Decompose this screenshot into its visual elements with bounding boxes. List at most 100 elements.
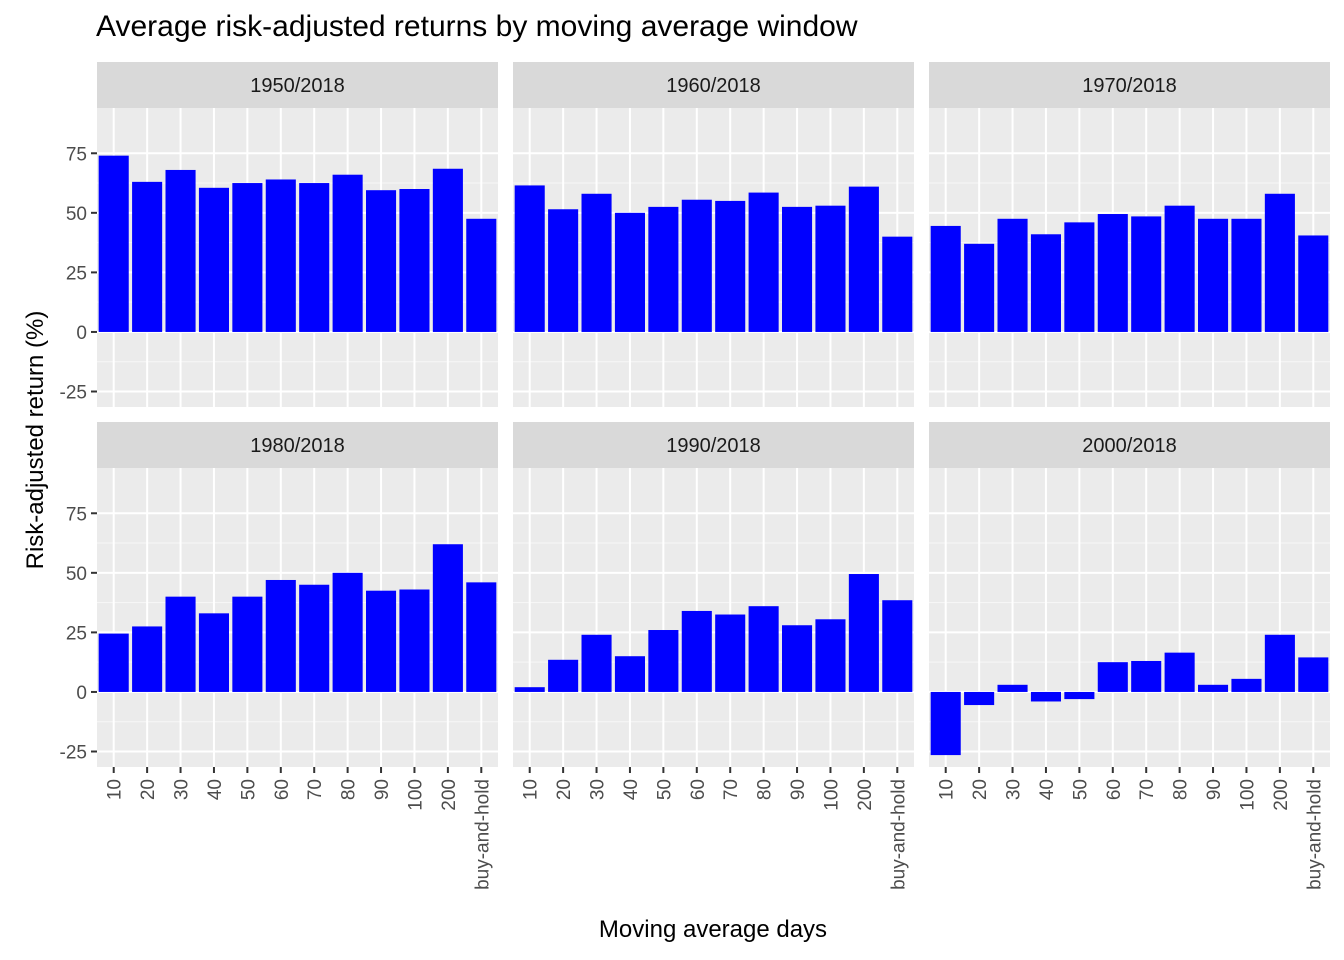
x-tick-label: 10 (521, 779, 542, 800)
facet-strip (929, 62, 1330, 108)
facet-panel (513, 108, 914, 407)
bar (1164, 205, 1195, 332)
chart-title: Average risk-adjusted returns by moving … (96, 10, 858, 43)
bar (165, 169, 196, 332)
bar (1298, 657, 1329, 692)
x-tick-label: 60 (1104, 779, 1125, 800)
bar (514, 687, 545, 692)
x-tick-label: 10 (937, 779, 958, 800)
facet-strip-label: 1970/2018 (1082, 75, 1177, 97)
x-tick-label: 200 (439, 779, 460, 811)
bar (1064, 222, 1095, 332)
bar (1264, 193, 1295, 332)
bar (614, 656, 645, 692)
x-tick-label: 20 (554, 779, 575, 800)
facet-strip-label: 1950/2018 (250, 75, 345, 97)
bar (1030, 234, 1061, 332)
bar (997, 684, 1028, 692)
x-tick-label: 30 (172, 779, 193, 800)
bar (681, 610, 712, 692)
x-tick-label: 30 (588, 779, 609, 800)
x-tick-label: buy-and-hold (472, 779, 493, 890)
x-tick-label: 100 (821, 779, 842, 811)
facet-strip (513, 422, 914, 468)
bar (681, 199, 712, 332)
bar (299, 584, 330, 692)
y-tick-label: 50 (66, 204, 87, 225)
x-tick-label: 50 (654, 779, 675, 800)
bar (165, 596, 196, 692)
bar (964, 243, 995, 332)
bar (432, 168, 463, 332)
bar (198, 187, 229, 332)
facet-strip-label: 1990/2018 (666, 435, 761, 457)
bar (1030, 691, 1061, 702)
y-tick-label: 25 (66, 263, 87, 284)
bar (1097, 662, 1128, 692)
x-tick-label: buy-and-hold (888, 779, 909, 890)
facet-strip-label: 1960/2018 (666, 75, 761, 97)
bar (1298, 235, 1329, 332)
bar (815, 205, 846, 332)
bar (332, 174, 363, 332)
bar (132, 626, 163, 692)
x-tick-label: 80 (755, 779, 776, 800)
bar (748, 606, 779, 692)
x-tick-label: 70 (721, 779, 742, 800)
bar (748, 192, 779, 332)
facet-strip-label: 2000/2018 (1082, 435, 1177, 457)
bar (930, 225, 961, 332)
bar (432, 544, 463, 692)
facet-panel (513, 468, 914, 767)
y-tick-label: 25 (66, 623, 87, 644)
bar (514, 185, 545, 332)
bar (98, 155, 129, 332)
y-tick-label: -25 (60, 383, 87, 404)
bar (782, 625, 813, 692)
facet-panel (929, 468, 1330, 767)
bar (265, 579, 296, 692)
facet-strip-label: 1980/2018 (250, 435, 345, 457)
bar (232, 596, 263, 692)
x-tick-label: 40 (1037, 779, 1058, 800)
bar (882, 600, 913, 692)
bar (815, 619, 846, 692)
x-tick-label: 70 (1137, 779, 1158, 800)
x-tick-label: 80 (1171, 779, 1192, 800)
facet-panel (929, 108, 1330, 407)
x-tick-label: 10 (105, 779, 126, 800)
x-tick-label: 100 (405, 779, 426, 811)
x-tick-label: 90 (1204, 779, 1225, 800)
y-tick-label: 75 (66, 144, 87, 165)
x-tick-label: 60 (688, 779, 709, 800)
y-tick-label: 75 (66, 504, 87, 525)
x-tick-label: 20 (970, 779, 991, 800)
bar (715, 200, 746, 332)
x-tick-label: 200 (855, 779, 876, 811)
bar (299, 183, 330, 332)
x-tick-label: 90 (372, 779, 393, 800)
bar (399, 589, 430, 692)
x-axis-label: Moving average days (598, 916, 828, 943)
bar (648, 630, 679, 692)
x-tick-label: 80 (339, 779, 360, 800)
bar (614, 212, 645, 332)
x-tick-label: 100 (1237, 779, 1258, 811)
x-tick-label: 50 (238, 779, 259, 800)
bar (1231, 678, 1262, 692)
bar (648, 206, 679, 332)
bar (232, 183, 263, 332)
bar (1164, 652, 1195, 692)
bar (466, 582, 497, 692)
x-tick-label: 20 (138, 779, 159, 800)
bar (848, 186, 879, 332)
facet-strip (97, 422, 498, 468)
bar (581, 193, 612, 332)
bar (1097, 214, 1128, 332)
bar (98, 633, 129, 692)
x-tick-label: 60 (272, 779, 293, 800)
bar (1131, 660, 1162, 692)
y-tick-label: 50 (66, 564, 87, 585)
bar (366, 590, 397, 692)
bar (1231, 218, 1262, 332)
